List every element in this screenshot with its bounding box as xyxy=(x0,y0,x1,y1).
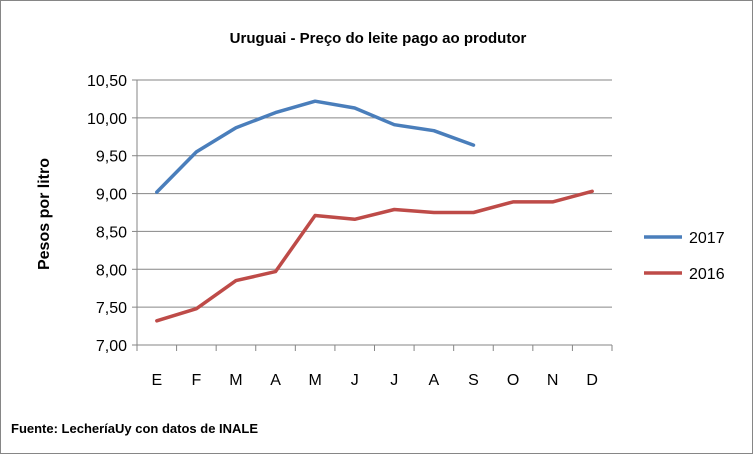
x-tick-label: S xyxy=(468,372,479,389)
chart-title: Uruguai - Preço do leite pago ao produto… xyxy=(230,30,527,47)
y-tick-label: 9,00 xyxy=(96,187,127,204)
legend-label-2016: 2016 xyxy=(689,266,725,283)
x-tick-label: J xyxy=(390,372,398,389)
y-tick-label: 7,50 xyxy=(96,300,127,317)
x-tick-label: E xyxy=(151,372,162,389)
x-tick-label: A xyxy=(429,372,440,389)
y-tick-label: 8,00 xyxy=(96,262,127,279)
series-line-2017 xyxy=(155,99,476,194)
x-tick-label: M xyxy=(229,372,242,389)
y-tick-label: 10,00 xyxy=(87,111,127,128)
y-tick-label: 8,50 xyxy=(96,224,127,241)
x-tick-label: F xyxy=(191,372,201,389)
y-tick-labels: 7,00 7,50 8,00 8,50 9,00 9,50 10,00 10,50 xyxy=(87,73,127,355)
x-tick-label: M xyxy=(308,372,321,389)
y-tick-label: 10,50 xyxy=(87,73,127,90)
y-axis-label: Pesos por litro xyxy=(36,158,53,270)
x-tick-label: O xyxy=(507,372,519,389)
x-tick-label: A xyxy=(270,372,281,389)
legend-label-2017: 2017 xyxy=(689,230,725,247)
x-tick-label: D xyxy=(586,372,598,389)
x-tick-label: J xyxy=(351,372,359,389)
x-tick-label: N xyxy=(547,372,559,389)
y-tick-label: 9,50 xyxy=(96,149,127,166)
source-note: Fuente: LecheríaUy con datos de INALE xyxy=(11,421,258,436)
axes xyxy=(132,79,613,351)
grid-lines xyxy=(137,79,612,308)
series-lines xyxy=(155,99,594,323)
y-tick-label: 7,00 xyxy=(96,338,127,355)
legend: 2017 2016 xyxy=(644,230,725,283)
series-line-2016 xyxy=(155,189,594,323)
